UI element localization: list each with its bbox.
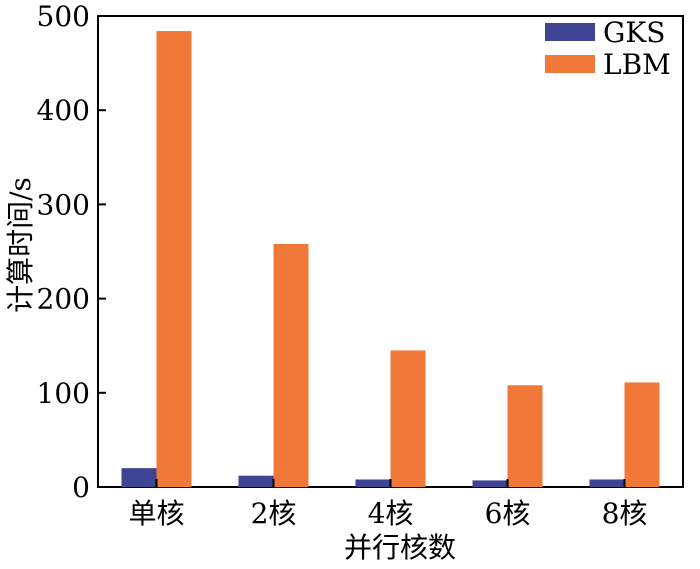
bar-lbm-4 xyxy=(624,382,660,487)
bar-gks-3 xyxy=(472,480,508,487)
x-axis-ticks: 单核 2核 4核 6核 8核 xyxy=(128,479,647,530)
y-tick-label: 300 xyxy=(37,188,90,221)
bar-lbm-0 xyxy=(156,31,192,488)
bar-gks-2 xyxy=(355,479,391,487)
legend-label-lbm: LBM xyxy=(603,48,671,81)
bar-gks-4 xyxy=(589,479,625,487)
x-tick-label: 单核 xyxy=(128,497,184,530)
x-tick-label: 6核 xyxy=(485,497,531,530)
bars xyxy=(121,31,660,488)
y-tick-label: 500 xyxy=(37,0,90,33)
x-tick-label: 4核 xyxy=(368,497,414,530)
bar-lbm-2 xyxy=(390,350,426,487)
y-tick-label: 400 xyxy=(37,94,90,127)
y-axis-ticks: 0 100 200 300 400 500 xyxy=(37,0,106,504)
bar-gks-1 xyxy=(238,475,274,487)
y-tick-label: 0 xyxy=(72,471,90,504)
legend-label-gks: GKS xyxy=(603,16,665,49)
legend-swatch-gks xyxy=(545,23,595,41)
x-tick-label: 8核 xyxy=(602,497,648,530)
bar-lbm-1 xyxy=(273,243,309,487)
x-tick-label: 2核 xyxy=(251,497,297,530)
y-axis-label: 计算时间/s xyxy=(4,177,37,313)
y-tick-label: 200 xyxy=(37,283,90,316)
bar-lbm-3 xyxy=(507,385,543,487)
y-tick-label: 100 xyxy=(37,377,90,410)
legend-swatch-lbm xyxy=(545,55,595,73)
x-axis-label: 并行核数 xyxy=(344,531,456,564)
bar-gks-0 xyxy=(121,468,157,487)
